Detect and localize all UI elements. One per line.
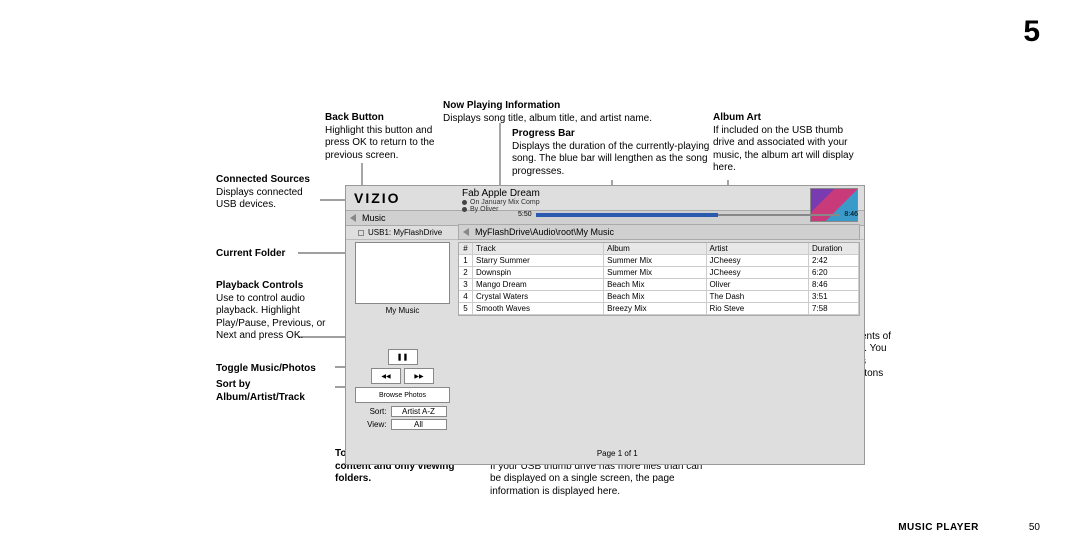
sort-row[interactable]: Sort: Artist A-Z [350, 406, 455, 417]
callout-playback: Playback Controls Use to control audio p… [216, 280, 336, 343]
view-row[interactable]: View: All [350, 419, 455, 430]
page-number-top: 5 [1023, 15, 1040, 49]
page-footer: MUSIC PLAYER 50 [898, 522, 1040, 533]
usb-icon [358, 230, 364, 236]
callout-progress-bar: Progress Bar Displays the duration of th… [512, 128, 732, 178]
back-bar-label: Music [362, 213, 386, 223]
album-icon [462, 200, 467, 205]
table-row[interactable]: 1Starry SummerSummer MixJCheesy2:42 [459, 255, 859, 267]
table-row[interactable]: 4Crystal WatersBeach MixThe Dash3:51 [459, 291, 859, 303]
path-text: MyFlashDrive\Audio\root\My Music [475, 227, 614, 237]
callout-now-playing: Now Playing Information Displays song ti… [443, 100, 703, 125]
progress-bar[interactable]: 5:50 8:46 [518, 211, 858, 218]
play-pause-button[interactable] [388, 349, 418, 365]
elapsed-time: 5:50 [518, 211, 532, 218]
footer-title: MUSIC PLAYER [898, 522, 979, 533]
total-time: 8:46 [844, 211, 858, 218]
callout-connected-sources: Connected Sources Displays connected USB… [216, 174, 316, 212]
table-row[interactable]: 3Mango DreamBeach MixOliver8:46 [459, 279, 859, 291]
current-folder-thumb[interactable] [355, 242, 450, 304]
now-playing-info: Fab Apple Dream On January Mix Comp By O… [462, 188, 860, 213]
track-table: # Track Album Artist Duration 1Starry Su… [458, 242, 860, 316]
np-track-title: Fab Apple Dream [462, 188, 860, 199]
next-button[interactable] [404, 368, 434, 384]
callout-sort: Sort by Album/Artist/Track [216, 379, 336, 404]
player-screen: VIZIO Music USB1: MyFlashDrive Fab Apple… [345, 185, 865, 465]
callout-toggle-mp: Toggle Music/Photos [216, 363, 336, 376]
current-folder-label: My Music [350, 306, 455, 315]
table-row[interactable]: 5Smooth WavesBreezy MixRio Steve7:58 [459, 303, 859, 315]
table-row[interactable]: 2DownspinSummer MixJCheesy6:20 [459, 267, 859, 279]
callout-back-button: Back Button Highlight this button and pr… [325, 112, 445, 162]
callout-current-folder: Current Folder [216, 248, 326, 261]
playback-controls: Browse Photos Sort: Artist A-Z View: All [350, 349, 455, 430]
path-back-icon [463, 228, 469, 236]
path-bar[interactable]: MyFlashDrive\Audio\root\My Music [458, 224, 860, 240]
previous-button[interactable] [371, 368, 401, 384]
page-info: Page 1 of 1 [597, 449, 638, 458]
table-header: # Track Album Artist Duration [459, 243, 859, 255]
progress-track [536, 214, 841, 216]
back-icon [350, 214, 356, 222]
artist-icon [462, 207, 467, 212]
browse-photos-button[interactable]: Browse Photos [355, 387, 450, 403]
page-number-bottom: 50 [1029, 522, 1040, 533]
callout-album-art: Album Art If included on the USB thumb d… [713, 112, 863, 175]
